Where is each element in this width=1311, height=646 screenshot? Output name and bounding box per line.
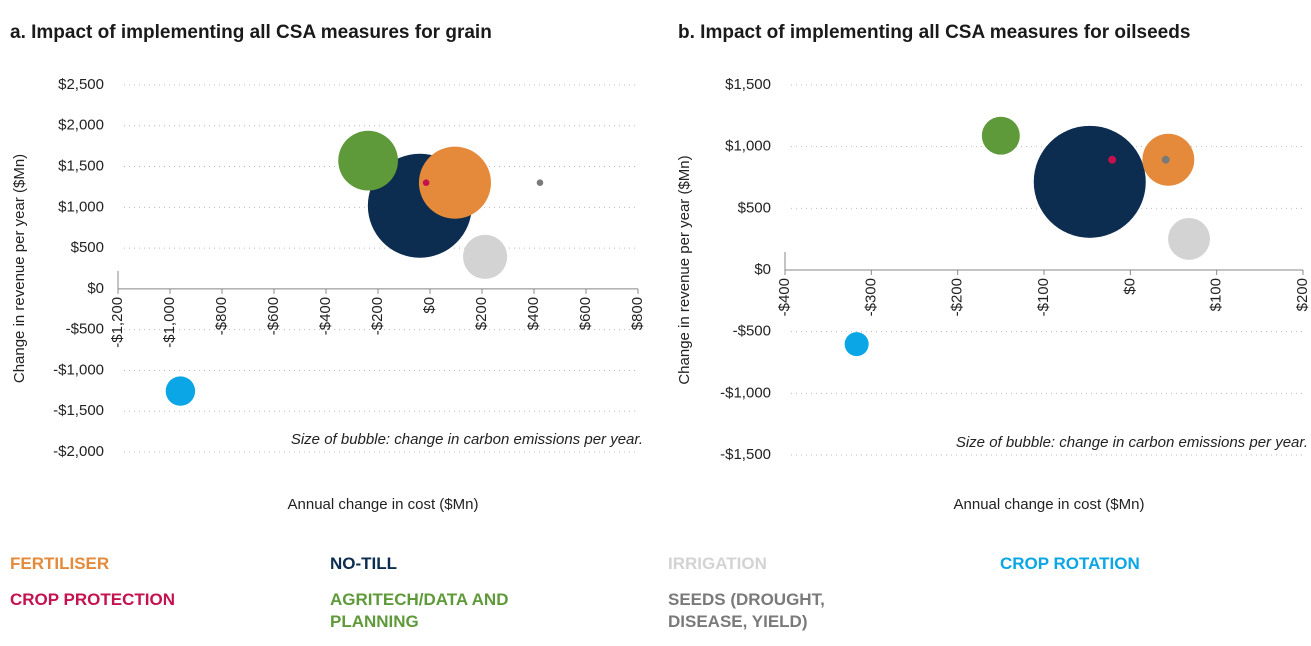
x-tick-label: -$300 <box>862 278 879 316</box>
x-tick-label: $200 <box>473 297 490 330</box>
charts: a. Impact of implementing all CSA measur… <box>10 22 1311 513</box>
legend-entry: SEEDS (DROUGHT, DISEASE, YIELD) <box>668 590 825 631</box>
x-axis-label: Annual change in cost ($Mn) <box>954 496 1145 513</box>
legend-entry: CROP PROTECTION <box>10 590 175 609</box>
x-tick-label: $100 <box>1208 278 1225 311</box>
x-tick-label: -$400 <box>317 297 334 335</box>
legend: FERTILISER NO-TILL IRRIGATION CROP ROTATION… <box>10 553 1300 633</box>
chart-title: a. Impact of implementing all CSA measur… <box>10 22 492 43</box>
y-tick-label: -$1,500 <box>53 402 104 419</box>
y-tick-label: -$500 <box>733 323 771 340</box>
bubble <box>1108 155 1117 164</box>
x-tick-label: -$200 <box>369 297 386 335</box>
y-tick-label: $1,000 <box>58 198 104 215</box>
y-tick-label: -$2,000 <box>53 443 104 460</box>
y-tick-label: $0 <box>87 280 104 297</box>
legend-entry: IRRIGATION <box>668 554 767 573</box>
x-tick-label: $400 <box>525 297 542 330</box>
bubble <box>422 179 430 186</box>
legend-entry: AGRITECH/DATA AND PLANNING <box>330 590 509 631</box>
bubble <box>418 146 491 219</box>
y-tick-label: $500 <box>71 239 104 256</box>
legend-entry: CROP ROTATION <box>1000 554 1140 573</box>
x-tick-label: -$1,200 <box>109 297 126 348</box>
x-tick-label: $800 <box>629 297 646 330</box>
y-tick-label: $1,500 <box>58 158 104 175</box>
bubble <box>1161 155 1170 164</box>
legend-entry: NO-TILL <box>330 554 398 573</box>
x-tick-label: $0 <box>1121 278 1138 295</box>
bubble <box>463 234 508 279</box>
bubble <box>1033 125 1146 238</box>
y-tick-label: $500 <box>738 199 771 216</box>
x-tick-label: $0 <box>421 297 438 314</box>
y-tick-label: $1,500 <box>725 76 771 93</box>
bubble <box>1168 217 1210 260</box>
y-tick-label: $1,000 <box>725 138 771 155</box>
x-tick-label: -$400 <box>776 278 793 316</box>
y-tick-label: $0 <box>754 261 771 278</box>
x-tick-label: -$600 <box>265 297 282 335</box>
y-tick-label: -$1,500 <box>720 446 771 463</box>
legend-entry: FERTILISER <box>10 554 110 573</box>
x-tick-label: -$1,000 <box>161 297 178 348</box>
x-tick-label: -$200 <box>949 278 966 316</box>
bubble <box>981 116 1020 155</box>
bubble <box>338 130 398 191</box>
bubble <box>165 376 196 406</box>
y-axis-label: Change in revenue per year ($Mn) <box>676 155 693 384</box>
x-tick-label: -$100 <box>1035 278 1052 316</box>
y-tick-label: -$1,000 <box>720 384 771 401</box>
x-tick-label: $200 <box>1294 278 1311 311</box>
chart-title: b. Impact of implementing all CSA measur… <box>678 22 1190 43</box>
x-axis-label: Annual change in cost ($Mn) <box>288 496 479 513</box>
bubble <box>536 179 544 186</box>
annotation: Size of bubble: change in carbon emissio… <box>291 431 643 448</box>
y-axis-label: Change in revenue per year ($Mn) <box>11 154 28 383</box>
y-tick-label: $2,000 <box>58 117 104 134</box>
y-tick-label: -$1,000 <box>53 361 104 378</box>
annotation: Size of bubble: change in carbon emissio… <box>956 434 1308 451</box>
x-tick-label: -$800 <box>213 297 230 335</box>
bubble <box>844 332 869 357</box>
y-tick-label: -$500 <box>66 321 104 338</box>
x-tick-label: $600 <box>577 297 594 330</box>
y-tick-label: $2,500 <box>58 76 104 93</box>
